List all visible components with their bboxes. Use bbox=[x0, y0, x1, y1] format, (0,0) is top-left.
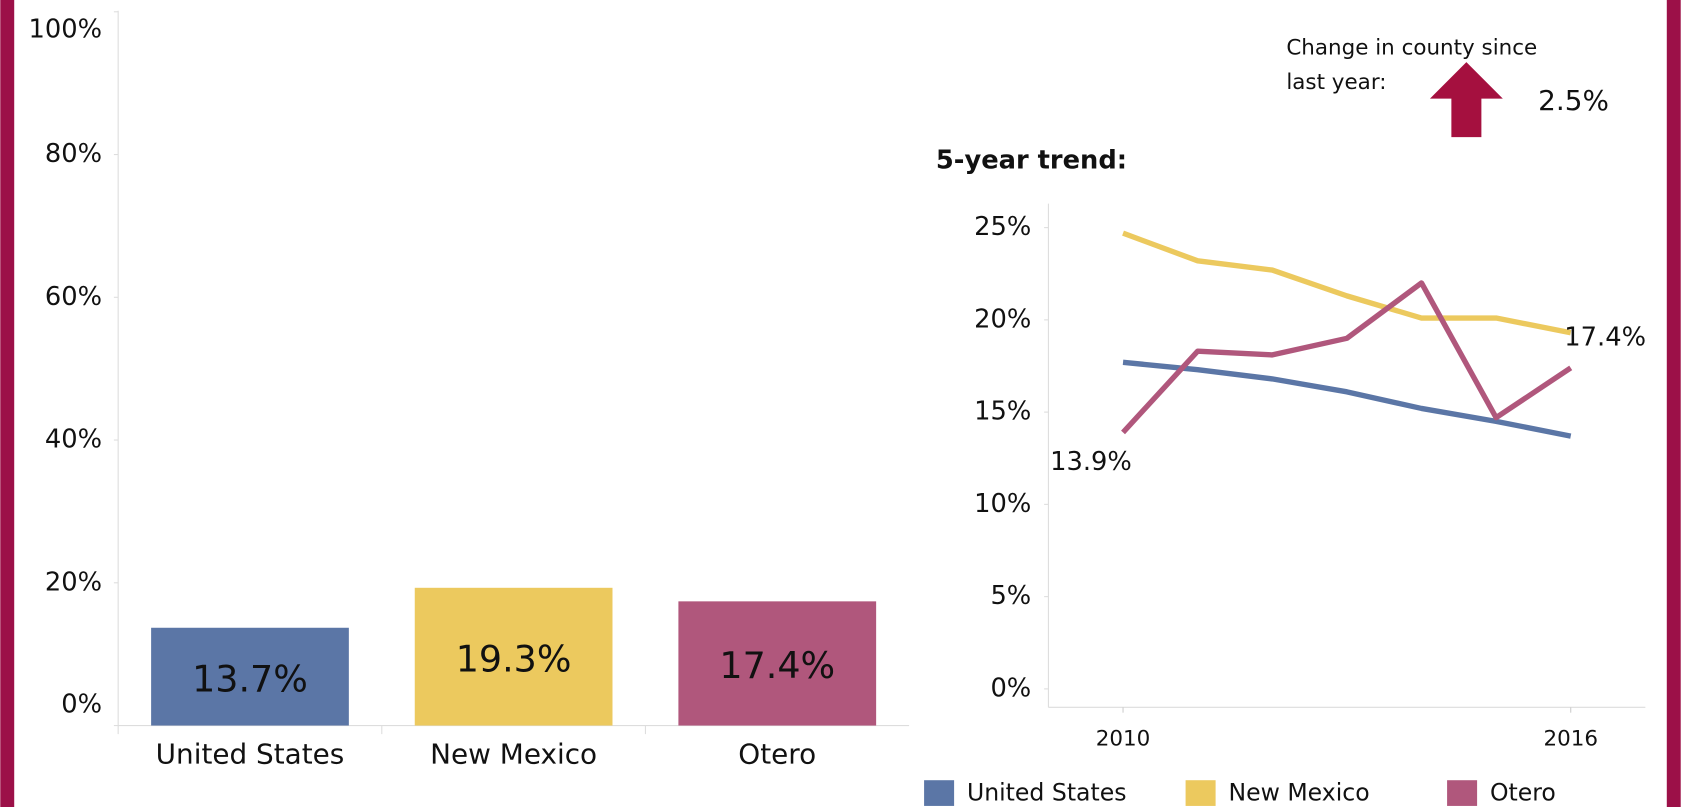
bar-value-label: 19.3% bbox=[456, 637, 572, 680]
y-tick-label: 15% bbox=[974, 397, 1031, 427]
legend-label: New Mexico bbox=[1228, 779, 1369, 807]
y-tick-label: 80% bbox=[45, 139, 102, 169]
bar-value-label: 17.4% bbox=[719, 644, 835, 687]
x-tick-label: 2010 bbox=[1096, 726, 1151, 751]
series-line bbox=[1122, 359, 1572, 439]
subtitle: 5-year trend: bbox=[936, 145, 1127, 175]
annotation-value: 2.5% bbox=[1538, 84, 1609, 117]
series-line bbox=[1122, 230, 1572, 336]
change-arrow bbox=[1429, 62, 1503, 138]
legend-label: United States bbox=[967, 779, 1127, 807]
legend-swatch bbox=[1447, 780, 1478, 806]
y-tick-label: 25% bbox=[974, 212, 1031, 242]
frame-right bbox=[1666, 0, 1681, 807]
x-tick-label: New Mexico bbox=[430, 738, 597, 771]
x-tick-label: 2016 bbox=[1543, 726, 1598, 751]
legend-swatch bbox=[1185, 780, 1216, 806]
bar bbox=[414, 587, 613, 726]
annotation-text: Change in county since last year: bbox=[1286, 34, 1538, 95]
y-tick-label: 10% bbox=[974, 489, 1031, 519]
annotation-box: Change in county since last year: bbox=[1286, 34, 1538, 95]
y-tick-label: 5% bbox=[990, 581, 1031, 611]
point-value-label: 17.4% bbox=[1564, 322, 1646, 352]
bar bbox=[678, 601, 877, 726]
y-tick-label: 40% bbox=[45, 425, 102, 455]
x-tick-label: United States bbox=[156, 738, 345, 771]
frame-left bbox=[0, 0, 15, 807]
y-tick-label: 60% bbox=[45, 282, 102, 312]
bar bbox=[151, 627, 349, 726]
y-tick-label: 0% bbox=[990, 673, 1031, 703]
legend-swatch bbox=[924, 780, 955, 806]
series-line bbox=[1121, 280, 1573, 435]
y-tick-label: 20% bbox=[974, 304, 1031, 334]
y-tick-label: 20% bbox=[45, 567, 102, 597]
x-tick-label: Otero bbox=[738, 738, 816, 771]
point-value-label: 13.9% bbox=[1050, 447, 1132, 477]
bar-value-label: 13.7% bbox=[192, 657, 308, 700]
y-tick-label: 100% bbox=[29, 15, 103, 45]
legend-label: Otero bbox=[1490, 779, 1556, 807]
y-tick-label: 0% bbox=[61, 690, 102, 720]
